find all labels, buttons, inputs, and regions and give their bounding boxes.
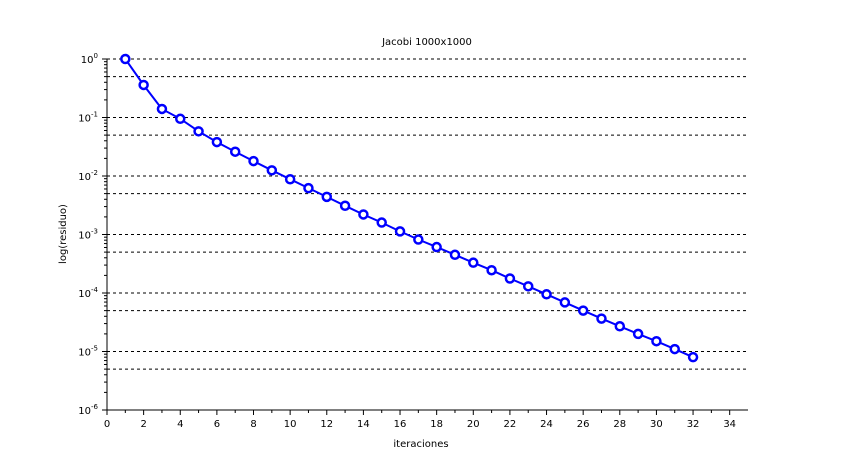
data-point (596, 313, 607, 324)
y-tick-label: 10-2 (78, 169, 98, 183)
x-tick-label: 30 (650, 419, 663, 430)
data-point (486, 264, 497, 276)
data-point (541, 289, 552, 300)
data-point (687, 351, 699, 363)
x-tick-label: 14 (357, 419, 370, 430)
data-point (211, 136, 223, 148)
data-point (614, 321, 626, 332)
y-tick-label: 10-4 (78, 286, 98, 300)
data-point (175, 113, 186, 125)
data-series (120, 53, 699, 363)
y-tick-label: 10-1 (78, 111, 98, 125)
data-point (559, 297, 571, 308)
y-tick-label: 10-6 (78, 403, 98, 417)
data-point (156, 103, 168, 115)
data-point (266, 165, 278, 176)
x-tick-label: 26 (577, 419, 590, 430)
data-point (449, 249, 461, 261)
x-tick-label: 2 (140, 419, 146, 430)
x-tick-label: 8 (250, 419, 256, 430)
data-point (669, 343, 680, 355)
data-point (413, 234, 424, 245)
series-line (124, 58, 694, 359)
x-tick-label: 6 (214, 419, 220, 430)
x-axis-label: iteraciones (393, 439, 448, 450)
data-point (522, 281, 534, 292)
x-tick-label: 16 (394, 419, 407, 430)
data-point (376, 217, 387, 228)
data-point (504, 273, 516, 284)
y-axis-label: log(residuo) (58, 204, 69, 264)
data-point (632, 328, 644, 340)
y-tick-label: 10-5 (78, 345, 98, 359)
data-point (284, 173, 296, 185)
x-tick-label: 12 (320, 419, 333, 430)
data-point (248, 155, 259, 167)
data-point (339, 200, 351, 212)
x-tick-label: 10 (284, 419, 297, 430)
x-tick-label: 34 (723, 419, 736, 430)
data-point (303, 182, 314, 194)
axes: 0 2 4 6 8 10 12 14 16 18 20 22 24 26 28 30 32 3410-610-51… (78, 52, 748, 430)
x-tick-label: 32 (687, 419, 700, 430)
x-tick-label: 4 (177, 419, 183, 430)
x-tick-label: 24 (540, 419, 553, 430)
y-tick-label: 10-3 (78, 228, 98, 242)
grid-lines (107, 58, 748, 370)
data-point (138, 79, 149, 91)
x-tick-label: 20 (467, 419, 480, 430)
x-tick-label: 18 (430, 419, 443, 430)
data-point (577, 305, 589, 316)
data-point (358, 209, 369, 220)
data-point (468, 257, 479, 268)
y-tick-label: 100 (81, 52, 98, 66)
x-tick-label: 0 (104, 419, 110, 430)
data-point (431, 241, 442, 253)
chart-title: Jacobi 1000x1000 (381, 37, 472, 48)
data-point (321, 191, 333, 203)
data-point (193, 126, 204, 137)
data-point (229, 146, 241, 157)
data-point (651, 335, 662, 347)
x-tick-label: 22 (504, 419, 517, 430)
x-tick-label: 28 (613, 419, 626, 430)
data-point (394, 226, 406, 237)
data-point (120, 53, 131, 65)
